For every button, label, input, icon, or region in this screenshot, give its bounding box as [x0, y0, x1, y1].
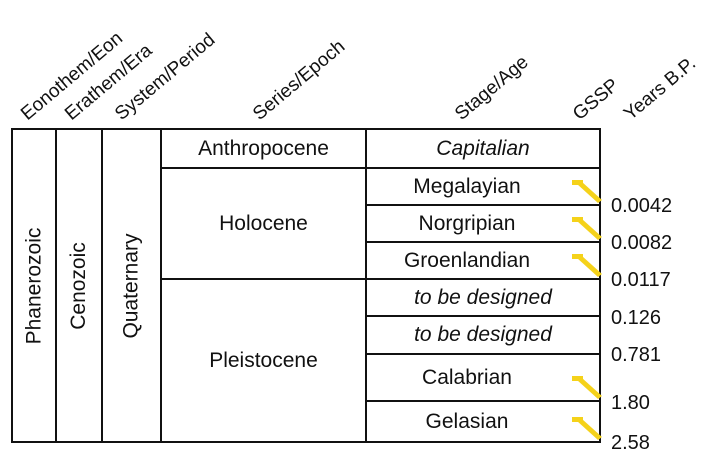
years-value: 1.80 — [611, 392, 650, 414]
column-divider-eon-era — [55, 128, 57, 443]
years-value: 0.126 — [611, 307, 662, 329]
table-border-right — [599, 128, 601, 443]
stage-to-be-designed-1: to be designed — [414, 285, 552, 309]
column-divider-series-stage — [365, 128, 367, 443]
column-divider-period-series — [160, 128, 162, 443]
table-border-bottom — [11, 441, 601, 443]
row-divider — [365, 315, 601, 317]
eon-cell: Phanerozoic — [13, 130, 55, 441]
header-years: Years B.P. — [620, 52, 701, 125]
stage-norgripian: Norgripian — [418, 211, 516, 235]
era-label: Cenozoic — [67, 241, 90, 330]
golden-spike-icon — [572, 417, 602, 440]
golden-spike-icon — [572, 376, 602, 399]
header-gssp: GSSP — [569, 74, 624, 125]
row-divider — [160, 167, 601, 169]
table-border-top — [11, 128, 601, 130]
table-border-left — [11, 128, 13, 443]
years-value: 0.0117 — [611, 269, 671, 291]
row-divider — [365, 400, 601, 402]
row-divider — [160, 278, 601, 280]
series-anthropocene: Anthropocene — [198, 136, 329, 160]
years-value: 0.0042 — [611, 195, 673, 217]
golden-spike-icon — [572, 254, 602, 277]
row-divider — [365, 204, 601, 206]
golden-spike-icon — [572, 180, 602, 203]
header-stage: Stage/Age — [451, 51, 533, 125]
years-value: 0.0082 — [611, 232, 673, 254]
stage-capitalian: Capitalian — [436, 136, 530, 160]
series-holocene: Holocene — [219, 211, 308, 235]
stage-to-be-designed-2: to be designed — [414, 323, 552, 346]
stage-megalayian: Megalayian — [413, 174, 521, 198]
period-cell: Quaternary — [103, 130, 160, 441]
header-series: Series/Epoch — [249, 36, 350, 125]
row-divider — [365, 241, 601, 243]
series-pleistocene: Pleistocene — [209, 348, 318, 372]
column-divider-era-period — [101, 128, 103, 443]
stage-gelasian: Gelasian — [425, 409, 509, 433]
golden-spike-icon — [572, 217, 602, 240]
era-cell: Cenozoic — [57, 130, 101, 441]
stage-groenlandian: Groenlandian — [403, 248, 531, 272]
row-divider — [365, 353, 601, 355]
eon-label: Phanerozoic — [22, 227, 45, 344]
period-label: Quaternary — [119, 232, 143, 339]
stage-calabrian: Calabrian — [422, 365, 512, 389]
years-value: 0.781 — [611, 344, 662, 366]
years-value: 2.58 — [611, 432, 650, 454]
